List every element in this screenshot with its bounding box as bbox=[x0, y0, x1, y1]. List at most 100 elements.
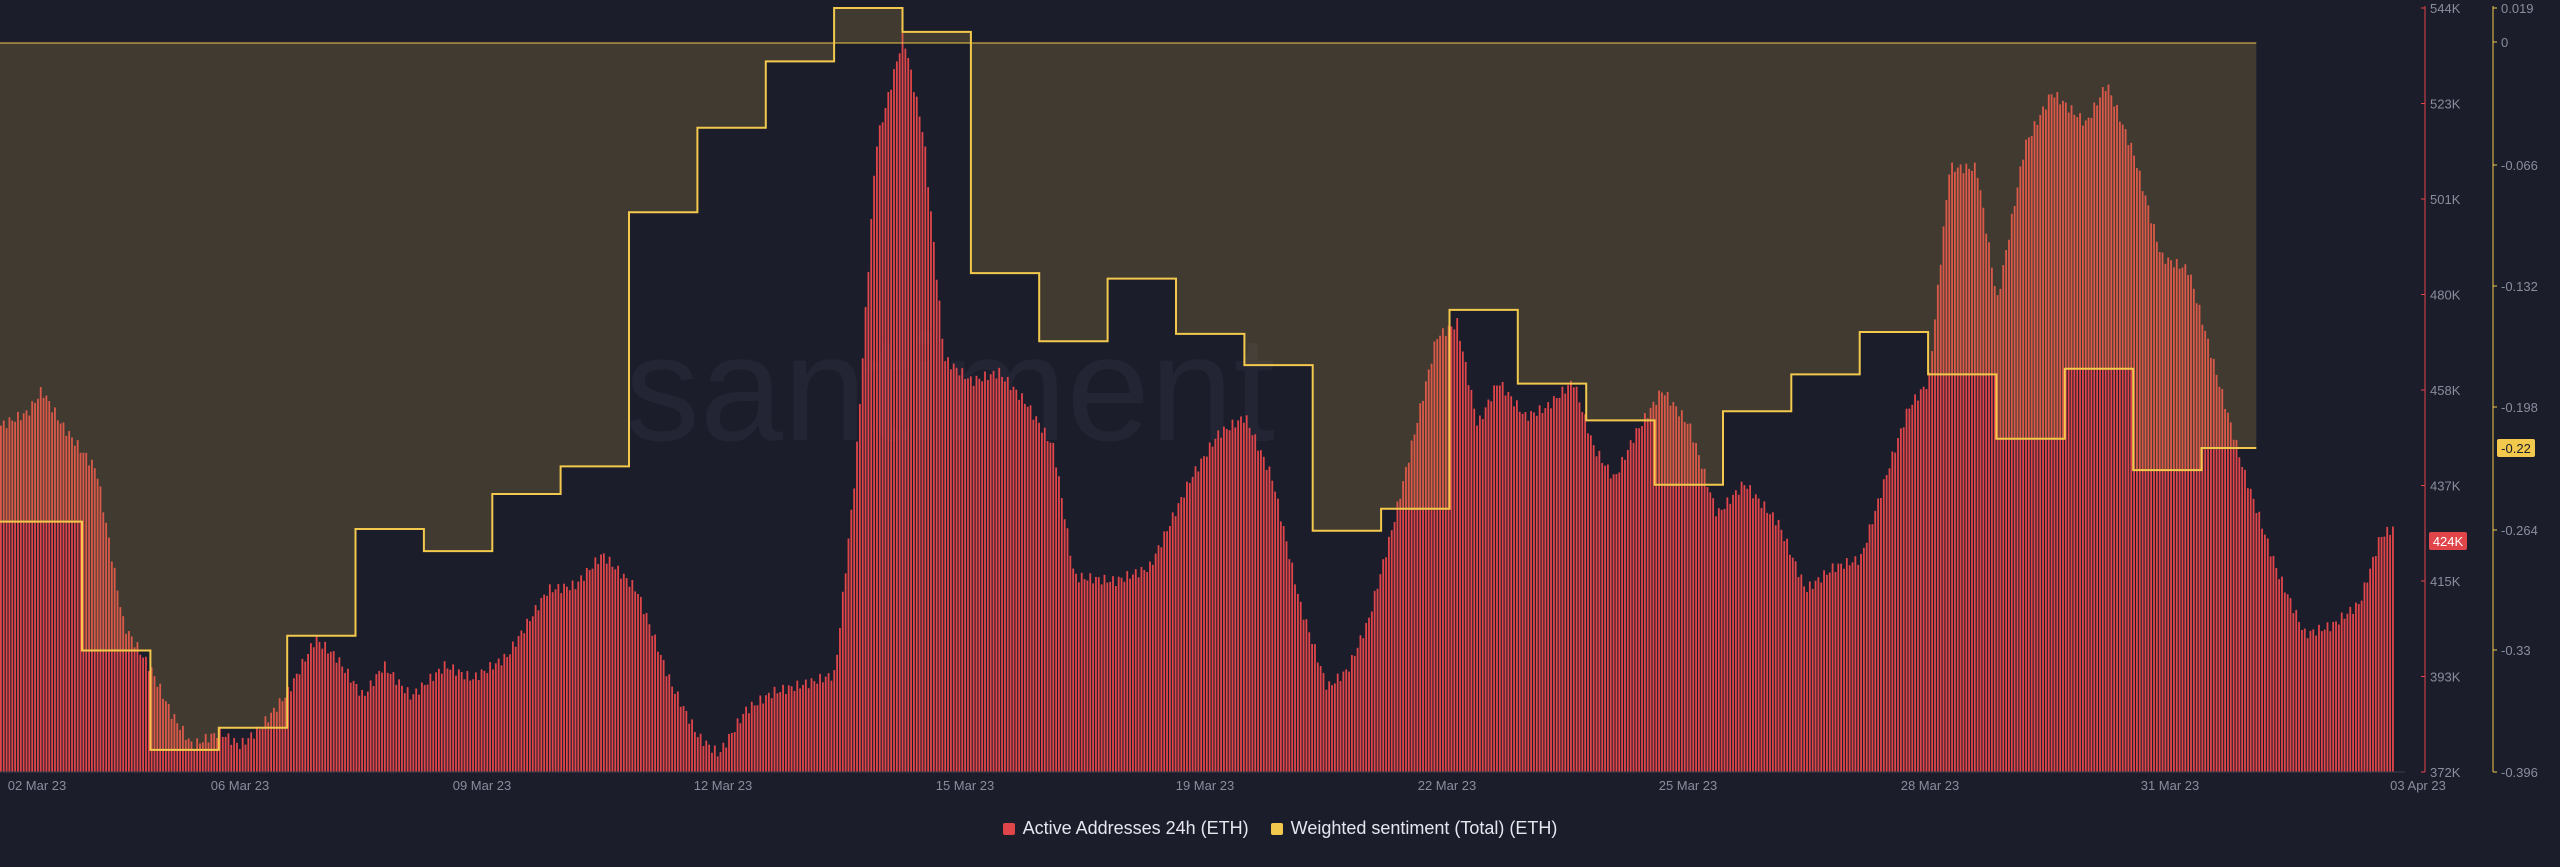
bar-225 bbox=[639, 596, 642, 772]
bar-828 bbox=[2355, 602, 2357, 772]
bar-245 bbox=[696, 737, 699, 772]
bar-327 bbox=[930, 211, 932, 772]
bar-523 bbox=[1487, 399, 1490, 772]
bar-738 bbox=[2099, 97, 2101, 772]
bar-82 bbox=[233, 738, 236, 772]
bar-235 bbox=[668, 674, 671, 772]
bar-472 bbox=[1342, 671, 1345, 772]
left-tick-7: 393K bbox=[2430, 670, 2461, 685]
bar-772 bbox=[2195, 303, 2198, 772]
bar-186 bbox=[529, 621, 531, 772]
bar-716 bbox=[2036, 124, 2039, 772]
bar-253 bbox=[719, 752, 722, 772]
bar-18 bbox=[51, 412, 53, 772]
bar-252 bbox=[716, 756, 719, 772]
bar-279 bbox=[793, 691, 796, 772]
bar-494 bbox=[1405, 467, 1407, 772]
bar-62 bbox=[176, 723, 179, 772]
legend-item-weighted-sentiment[interactable]: Weighted sentiment (Total) (ETH) bbox=[1270, 818, 1557, 839]
bar-334 bbox=[949, 369, 952, 772]
bar-519 bbox=[1476, 425, 1478, 772]
bar-747 bbox=[2124, 129, 2127, 772]
bar-594 bbox=[1689, 423, 1692, 772]
bar-559 bbox=[1589, 435, 1592, 772]
bar-479 bbox=[1362, 638, 1365, 772]
bar-808 bbox=[2298, 621, 2300, 772]
bar-47 bbox=[133, 647, 136, 772]
bar-735 bbox=[2090, 117, 2093, 773]
bar-668 bbox=[1899, 428, 1902, 772]
bar-135 bbox=[383, 661, 386, 772]
left-tick-4: 458K bbox=[2430, 383, 2461, 398]
bar-356 bbox=[1012, 386, 1015, 772]
bar-791 bbox=[2249, 488, 2252, 772]
bar-601 bbox=[1709, 492, 1712, 772]
bar-121 bbox=[344, 672, 346, 772]
bar-145 bbox=[412, 694, 415, 772]
bar-95 bbox=[270, 712, 272, 772]
bar-164 bbox=[466, 670, 469, 772]
bar-695 bbox=[1976, 177, 1979, 772]
bar-618 bbox=[1757, 498, 1760, 772]
bar-799 bbox=[2272, 555, 2275, 772]
bar-686 bbox=[1951, 162, 1953, 772]
bar-142 bbox=[403, 693, 406, 772]
bar-650 bbox=[1848, 565, 1851, 772]
bar-68 bbox=[193, 749, 196, 772]
bar-708 bbox=[2013, 205, 2016, 772]
bar-218 bbox=[620, 578, 622, 772]
bar-77 bbox=[219, 726, 221, 772]
bar-383 bbox=[1089, 573, 1092, 772]
bar-452 bbox=[1285, 541, 1288, 772]
bar-229 bbox=[651, 635, 654, 772]
bar-773 bbox=[2198, 304, 2201, 772]
bar-94 bbox=[267, 722, 270, 772]
bar-660 bbox=[1877, 498, 1880, 772]
bar-481 bbox=[1368, 617, 1370, 772]
bar-322 bbox=[915, 96, 918, 772]
bar-615 bbox=[1749, 485, 1752, 772]
bar-262 bbox=[745, 706, 747, 772]
bar-46 bbox=[130, 636, 133, 772]
bar-727 bbox=[2067, 112, 2070, 772]
bar-182 bbox=[517, 635, 520, 772]
bar-627 bbox=[1783, 541, 1786, 772]
bar-672 bbox=[1911, 404, 1914, 772]
bar-817 bbox=[2323, 629, 2326, 772]
legend-item-active-addresses[interactable]: Active Addresses 24h (ETH) bbox=[1002, 818, 1249, 839]
bar-445 bbox=[1265, 469, 1268, 772]
bar-816 bbox=[2320, 631, 2323, 772]
bar-190 bbox=[540, 597, 543, 772]
bar-537 bbox=[1527, 420, 1530, 772]
bar-8 bbox=[22, 413, 25, 772]
bar-421 bbox=[1197, 471, 1200, 772]
bar-127 bbox=[361, 689, 364, 772]
bar-690 bbox=[1962, 173, 1965, 772]
bar-834 bbox=[2372, 556, 2374, 772]
bar-266 bbox=[756, 705, 759, 772]
bar-609 bbox=[1732, 494, 1734, 772]
bar-451 bbox=[1282, 526, 1285, 772]
bar-680 bbox=[1934, 319, 1936, 772]
bar-141 bbox=[401, 685, 403, 772]
bar-571 bbox=[1624, 459, 1626, 772]
bar-285 bbox=[810, 678, 813, 772]
bar-709 bbox=[2016, 187, 2019, 772]
bar-26 bbox=[73, 445, 76, 772]
bar-288 bbox=[819, 673, 821, 772]
bar-649 bbox=[1845, 558, 1848, 772]
bar-340 bbox=[967, 378, 969, 772]
bar-37 bbox=[105, 522, 108, 772]
bar-560 bbox=[1592, 445, 1595, 772]
bar-69 bbox=[196, 738, 199, 772]
bar-732 bbox=[2081, 125, 2084, 773]
bar-810 bbox=[2303, 628, 2306, 772]
bar-713 bbox=[2027, 137, 2030, 772]
x-axis-ticks: 02 Mar 23 06 Mar 23 09 Mar 23 12 Mar 23 15 M… bbox=[8, 778, 2446, 793]
x-tick-5: 19 Mar 23 bbox=[1176, 778, 1235, 793]
bar-464 bbox=[1319, 666, 1322, 772]
bar-391 bbox=[1112, 576, 1114, 772]
bar-167 bbox=[474, 672, 477, 772]
bar-193 bbox=[548, 584, 551, 772]
bar-813 bbox=[2312, 629, 2315, 772]
